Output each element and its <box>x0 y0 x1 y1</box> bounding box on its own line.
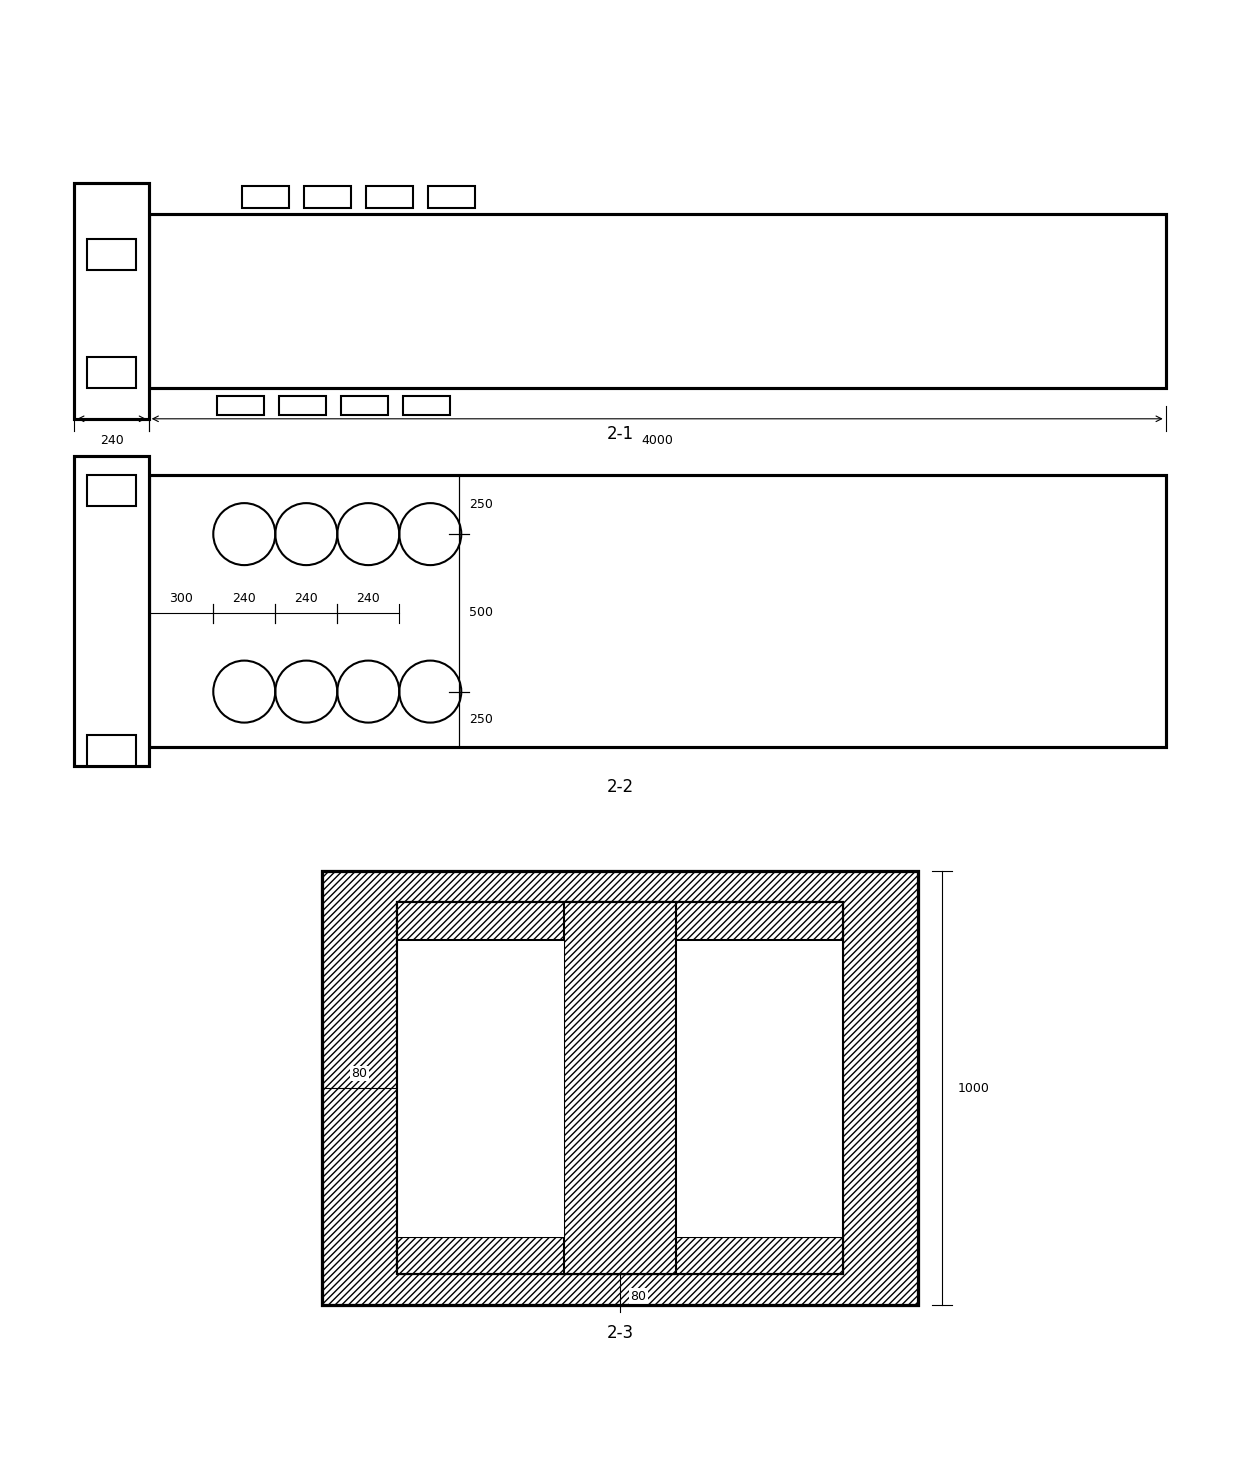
Bar <box>366 185 413 207</box>
Bar <box>87 475 136 506</box>
Text: 80: 80 <box>352 1067 367 1080</box>
Bar <box>87 735 136 766</box>
Bar <box>341 397 388 415</box>
Text: 1000: 1000 <box>957 1082 990 1095</box>
Text: 2-1: 2-1 <box>606 425 634 442</box>
Bar <box>564 903 676 1274</box>
Text: 500: 500 <box>469 606 494 619</box>
Bar <box>217 397 264 415</box>
Bar <box>279 397 326 415</box>
Bar <box>149 475 1166 747</box>
Text: 80: 80 <box>613 1067 627 1080</box>
Bar <box>676 939 843 1238</box>
Text: 20: 20 <box>472 975 489 986</box>
Bar <box>87 357 136 388</box>
Text: 4000: 4000 <box>641 434 673 447</box>
Bar <box>242 185 289 207</box>
Bar <box>87 240 136 270</box>
Text: 240: 240 <box>294 592 319 606</box>
Text: 240: 240 <box>356 592 381 606</box>
Bar <box>428 185 475 207</box>
Text: 300: 300 <box>169 592 193 606</box>
Bar <box>397 1238 843 1274</box>
Text: 2-2: 2-2 <box>606 779 634 797</box>
Text: 240: 240 <box>232 592 257 606</box>
Bar <box>322 872 918 1305</box>
Bar <box>74 184 149 419</box>
Text: 80: 80 <box>631 1289 646 1302</box>
Bar <box>676 939 843 1238</box>
Bar <box>149 215 1166 388</box>
Bar <box>397 939 564 1238</box>
Bar <box>397 939 564 1238</box>
Bar <box>403 397 450 415</box>
Bar <box>397 903 843 1274</box>
Bar <box>322 872 918 1305</box>
Bar <box>304 185 351 207</box>
Text: 240: 240 <box>99 434 124 447</box>
Bar <box>397 903 843 939</box>
Text: 80: 80 <box>637 914 652 928</box>
Text: 2-3: 2-3 <box>606 1324 634 1342</box>
Bar <box>397 903 843 1274</box>
Bar <box>74 456 149 766</box>
Text: 250: 250 <box>469 498 494 512</box>
Text: 250: 250 <box>469 713 494 726</box>
